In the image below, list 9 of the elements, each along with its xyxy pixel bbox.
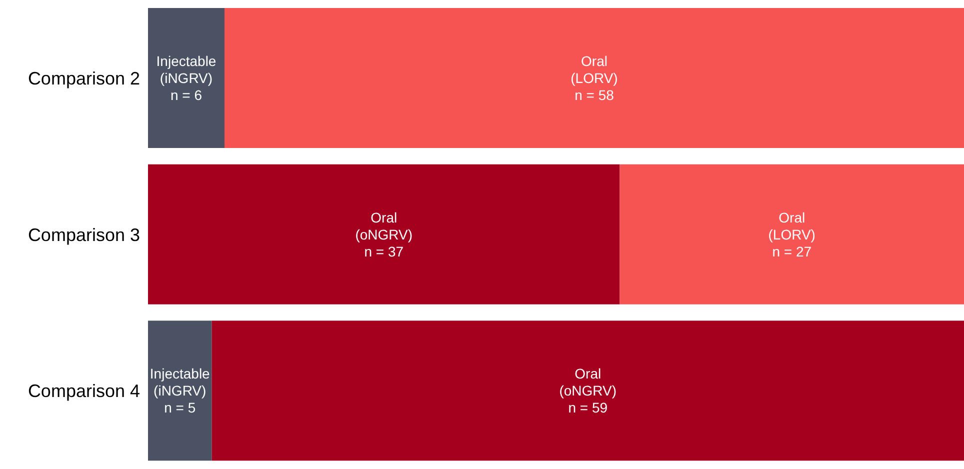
y-tick-label: Comparison 2	[28, 68, 140, 89]
data-label: Injectable (iNGRV) n = 6	[156, 53, 216, 103]
data-label: Oral (LORV) n = 27	[768, 209, 816, 260]
y-tick-label: Comparison 3	[28, 224, 140, 245]
data-label: Injectable (iNGRV) n = 5	[150, 366, 210, 416]
data-label: Oral (oNGRV) n = 59	[559, 366, 617, 416]
data-label: Oral (oNGRV) n = 37	[355, 209, 413, 260]
data-label: Oral (LORV) n = 58	[570, 53, 618, 103]
y-tick-label: Comparison 4	[28, 381, 140, 402]
